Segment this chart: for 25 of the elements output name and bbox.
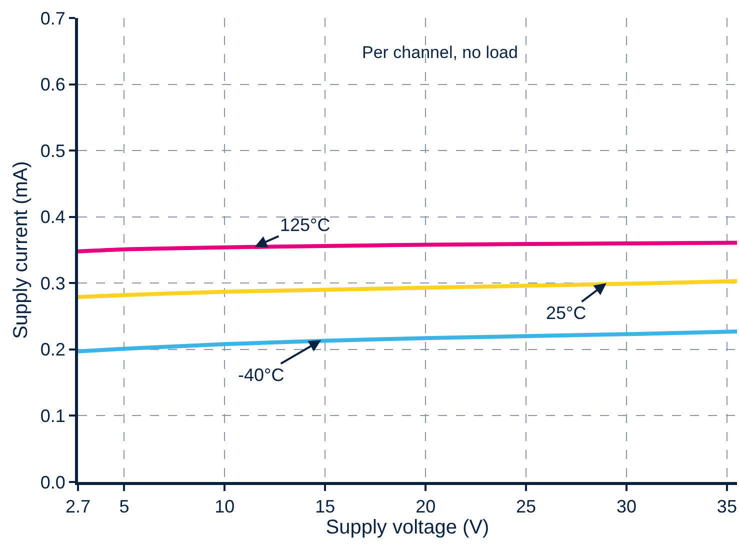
x-tick-label: 15 [315,496,336,517]
annotation: Per channel, no load [362,43,518,62]
x-tick-label: 5 [119,496,130,517]
x-axis-title: Supply voltage (V) [326,516,490,539]
x-tick-label: 2.7 [65,496,91,517]
y-tick-label: 0.5 [40,140,66,161]
line-series [78,240,737,254]
line-series [78,330,737,354]
annotation: -40°C [238,365,284,385]
x-tick-label: 30 [616,496,637,517]
annotation: 25°C [546,303,586,323]
y-tick-label: 0.2 [40,340,66,360]
y-tick-label: 0.4 [40,207,66,228]
annotation: 125°C [280,215,330,235]
y-tick-label: 0.6 [40,74,66,95]
x-tick-label: 10 [214,496,235,517]
y-tick-label: 0.7 [40,8,66,28]
x-tick-label: 25 [516,496,536,517]
x-tick-label: 35 [716,496,737,517]
y-tick-label: 0.0 [40,472,66,492]
y-axis-title: Supply current (mA) [10,161,32,339]
y-tick-label: 0.1 [40,406,66,426]
line-series [78,279,737,300]
x-tick-label: 20 [416,496,436,517]
y-tick-label: 0.3 [40,273,66,294]
